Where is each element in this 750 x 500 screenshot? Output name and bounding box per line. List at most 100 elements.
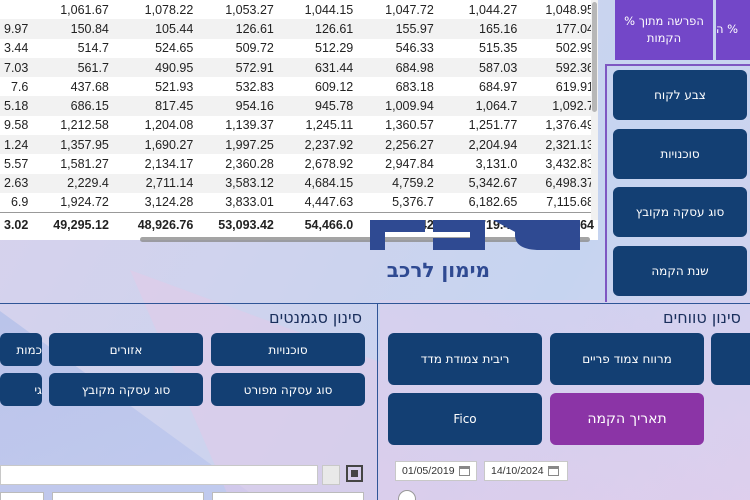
button-label: אזורים (109, 342, 143, 357)
slicer-agencies[interactable]: סוכנויות (613, 129, 747, 179)
table-cell: 165.16 (437, 19, 522, 39)
table-cell: 2,321.13 (521, 135, 598, 155)
table-row: 5.18 686.15 817.45 954.16 945.78 1,009.94 1,06… (0, 96, 598, 116)
list-item[interactable] (52, 492, 204, 500)
range-partial-button[interactable] (711, 333, 750, 385)
table-cell: 683.18 (395, 79, 434, 94)
table-cell: 2.63 (0, 173, 33, 193)
vertical-scrollbar[interactable] (591, 0, 598, 220)
table-cell: 3,131.0 (475, 157, 518, 172)
table-cell: 9.58 (4, 118, 29, 133)
table-cell: 5.18 (0, 96, 33, 116)
list-item[interactable] (212, 492, 364, 500)
table-cell: 1,092.7 (521, 96, 598, 116)
table-cell: 1,376.49 (545, 118, 594, 133)
table-cell: 1,044.15 (304, 2, 354, 17)
table-cell: 1,690.27 (112, 135, 198, 155)
search-icon[interactable] (322, 465, 340, 485)
segment-partial-button[interactable]: גי (0, 373, 42, 406)
button-label: ריבית צמודת מדד (420, 352, 510, 366)
table-cell: 1,064.7 (437, 96, 522, 116)
table-cell: 561.7 (32, 57, 113, 78)
date-value: 01/05/2019 (402, 465, 455, 477)
table-cell: 2,204.94 (437, 135, 522, 155)
table-cell: 3,833.01 (225, 195, 274, 210)
button-label: כמות (16, 342, 42, 357)
table-cell: 1,245.11 (305, 118, 354, 133)
table-cell: 1.24 (0, 135, 33, 155)
slicer-customer-color[interactable]: צבע לקוח (613, 70, 747, 120)
table-cell: 1,053.27 (225, 2, 274, 17)
data-table-container[interactable]: 1,061.67 1,078.22 1,053.27 1,044.15 1,047.72… (0, 0, 598, 240)
table-cell: 1,360.57 (385, 118, 434, 133)
table-cell: 5,376.7 (392, 195, 434, 210)
calendar-icon[interactable] (547, 466, 559, 476)
table-total-cell: 53,093.42 (197, 211, 278, 237)
table-cell: 521.93 (155, 79, 194, 94)
table-cell: 546.33 (395, 41, 434, 56)
table-cell: 3,124.28 (144, 195, 194, 210)
header-tab-label: הפרשה מתוך % הקמות (624, 13, 704, 45)
table-cell: 1,251.77 (468, 118, 518, 133)
table-row: 1,061.67 1,078.22 1,053.27 1,044.15 1,047.72… (0, 0, 598, 19)
table-cell: 1,581.27 (60, 157, 109, 172)
table-cell: 1,078.22 (144, 2, 194, 17)
segment-deal-type-grouped-button[interactable]: סוג עסקה מקובץ (49, 373, 203, 406)
date-to-input[interactable]: 14/10/2024 (484, 461, 568, 481)
range-index-interest-button[interactable]: ריבית צמודת מדד (388, 333, 542, 385)
table-cell: 2,134.17 (144, 157, 194, 172)
table-cell: 1,048.95 (545, 2, 594, 17)
horizontal-scrollbar[interactable] (140, 237, 590, 242)
segment-regions-button[interactable]: אזורים (49, 333, 203, 366)
scrollbar-thumb[interactable] (592, 2, 597, 112)
table-cell: 6.9 (10, 195, 29, 210)
range-prime-spread-button[interactable]: מרווח צמוד פריים (550, 333, 704, 385)
slicer-deal-type-grouped[interactable]: סוג עסקה מקובץ (613, 187, 747, 237)
table-cell: 587.03 (437, 57, 522, 78)
header-tab-partial[interactable]: % ה (716, 0, 750, 60)
range-fico-button[interactable]: Fico (388, 393, 542, 445)
table-cell: 1,061.67 (60, 2, 109, 17)
table-cell: 105.44 (112, 19, 198, 39)
table-row: 2.63 2,229.4 2,711.14 3,583.12 4,684.15 4,759… (0, 173, 598, 193)
table-cell: 684.98 (357, 57, 438, 78)
segment-deal-type-detailed-button[interactable]: סוג עסקה מפורט (211, 373, 365, 406)
company-logo (370, 220, 580, 250)
table-cell: 6,182.65 (468, 195, 518, 210)
table-cell: 502.99 (555, 41, 594, 56)
button-label: גי (34, 382, 42, 397)
table-cell: 631.44 (277, 57, 358, 78)
table-total-cell: 3.02 (0, 211, 33, 237)
range-setup-date-button[interactable]: תאריך הקמה (550, 393, 704, 445)
table-cell: 954.16 (197, 96, 278, 116)
table-cell: 177.04 (521, 19, 598, 39)
table-cell: 572.91 (197, 57, 278, 78)
table-row: 6.9 1,924.72 3,124.28 3,833.01 4,447.63 5,376… (0, 193, 598, 212)
header-tab-cancel-pct[interactable]: הפרשה מתוך % הקמות (615, 0, 713, 60)
slicer-setup-year[interactable]: שנת הקמה (613, 246, 747, 296)
table-cell: 1,009.94 (357, 96, 438, 116)
section-divider (377, 303, 378, 500)
slicer-label: סוג עסקה מקובץ (635, 205, 725, 219)
search-input[interactable] (0, 465, 318, 485)
table-cell: 1,047.72 (385, 2, 434, 17)
table-cell: 3,583.12 (197, 173, 278, 193)
table-cell: 817.45 (112, 96, 198, 116)
calendar-icon[interactable] (458, 466, 470, 476)
focus-mode-icon[interactable] (346, 465, 363, 482)
list-item[interactable] (0, 492, 44, 500)
button-label: מרווח צמוד פריים (582, 352, 672, 366)
slicer-label: צבע לקוח (654, 88, 706, 102)
table-cell: 437.68 (70, 79, 109, 94)
segment-agencies-button[interactable]: סוכנויות (211, 333, 365, 366)
date-from-input[interactable]: 01/05/2019 (395, 461, 477, 481)
table-cell: 1,044.27 (468, 2, 518, 17)
table-cell: 5,342.67 (437, 173, 522, 193)
table-cell: 9.97 (0, 19, 33, 39)
table-row: 1.24 1,357.95 1,690.27 1,997.25 2,237.92 2,25… (0, 135, 598, 155)
table-cell: 1,924.72 (60, 195, 109, 210)
segment-quantity-button[interactable]: כמות (0, 333, 42, 366)
slicer-panel: צבע לקוח סוכנויות סוג עסקה מקובץ שנת הקמ… (605, 64, 750, 302)
table-row: 9.58 1,212.58 1,204.08 1,139.37 1,245.11 1,36… (0, 116, 598, 135)
table-cell: 4,759.2 (357, 173, 438, 193)
